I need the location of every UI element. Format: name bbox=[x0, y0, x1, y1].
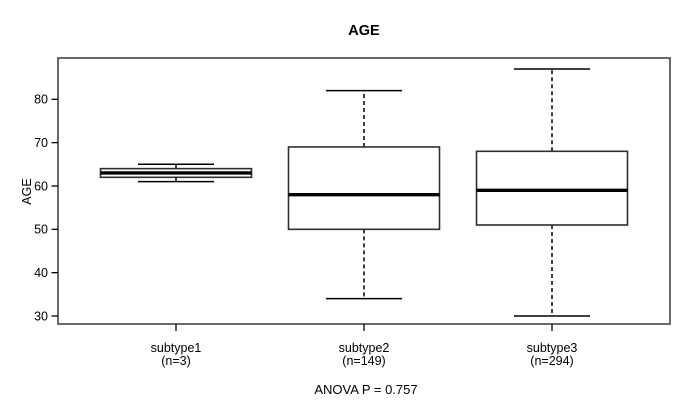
anova-annotation: ANOVA P = 0.757 bbox=[314, 382, 417, 397]
y-axis-title: AGE bbox=[20, 178, 34, 204]
x-category-label: subtype1 bbox=[151, 341, 202, 355]
x-category-sublabel: (n=149) bbox=[342, 354, 385, 368]
y-tick-label: 80 bbox=[34, 93, 48, 107]
plot-area: 30 40 50 60 70 80 subtype1(n=3) subtype2(n=149)… bbox=[34, 57, 671, 368]
y-tick-label: 30 bbox=[34, 309, 48, 323]
y-tick-label: 60 bbox=[34, 179, 48, 193]
x-category-sublabel: (n=3) bbox=[161, 354, 191, 368]
x-category-label: subtype3 bbox=[527, 341, 578, 355]
iqr-box bbox=[475, 150, 629, 226]
x-category-label: subtype2 bbox=[339, 341, 390, 355]
chart-title: AGE bbox=[348, 23, 380, 39]
y-tick-label: 40 bbox=[34, 266, 48, 280]
y-tick-label: 70 bbox=[34, 136, 48, 150]
y-tick-label: 50 bbox=[34, 223, 48, 237]
x-category-sublabel: (n=294) bbox=[530, 354, 573, 368]
iqr-box bbox=[287, 146, 441, 231]
